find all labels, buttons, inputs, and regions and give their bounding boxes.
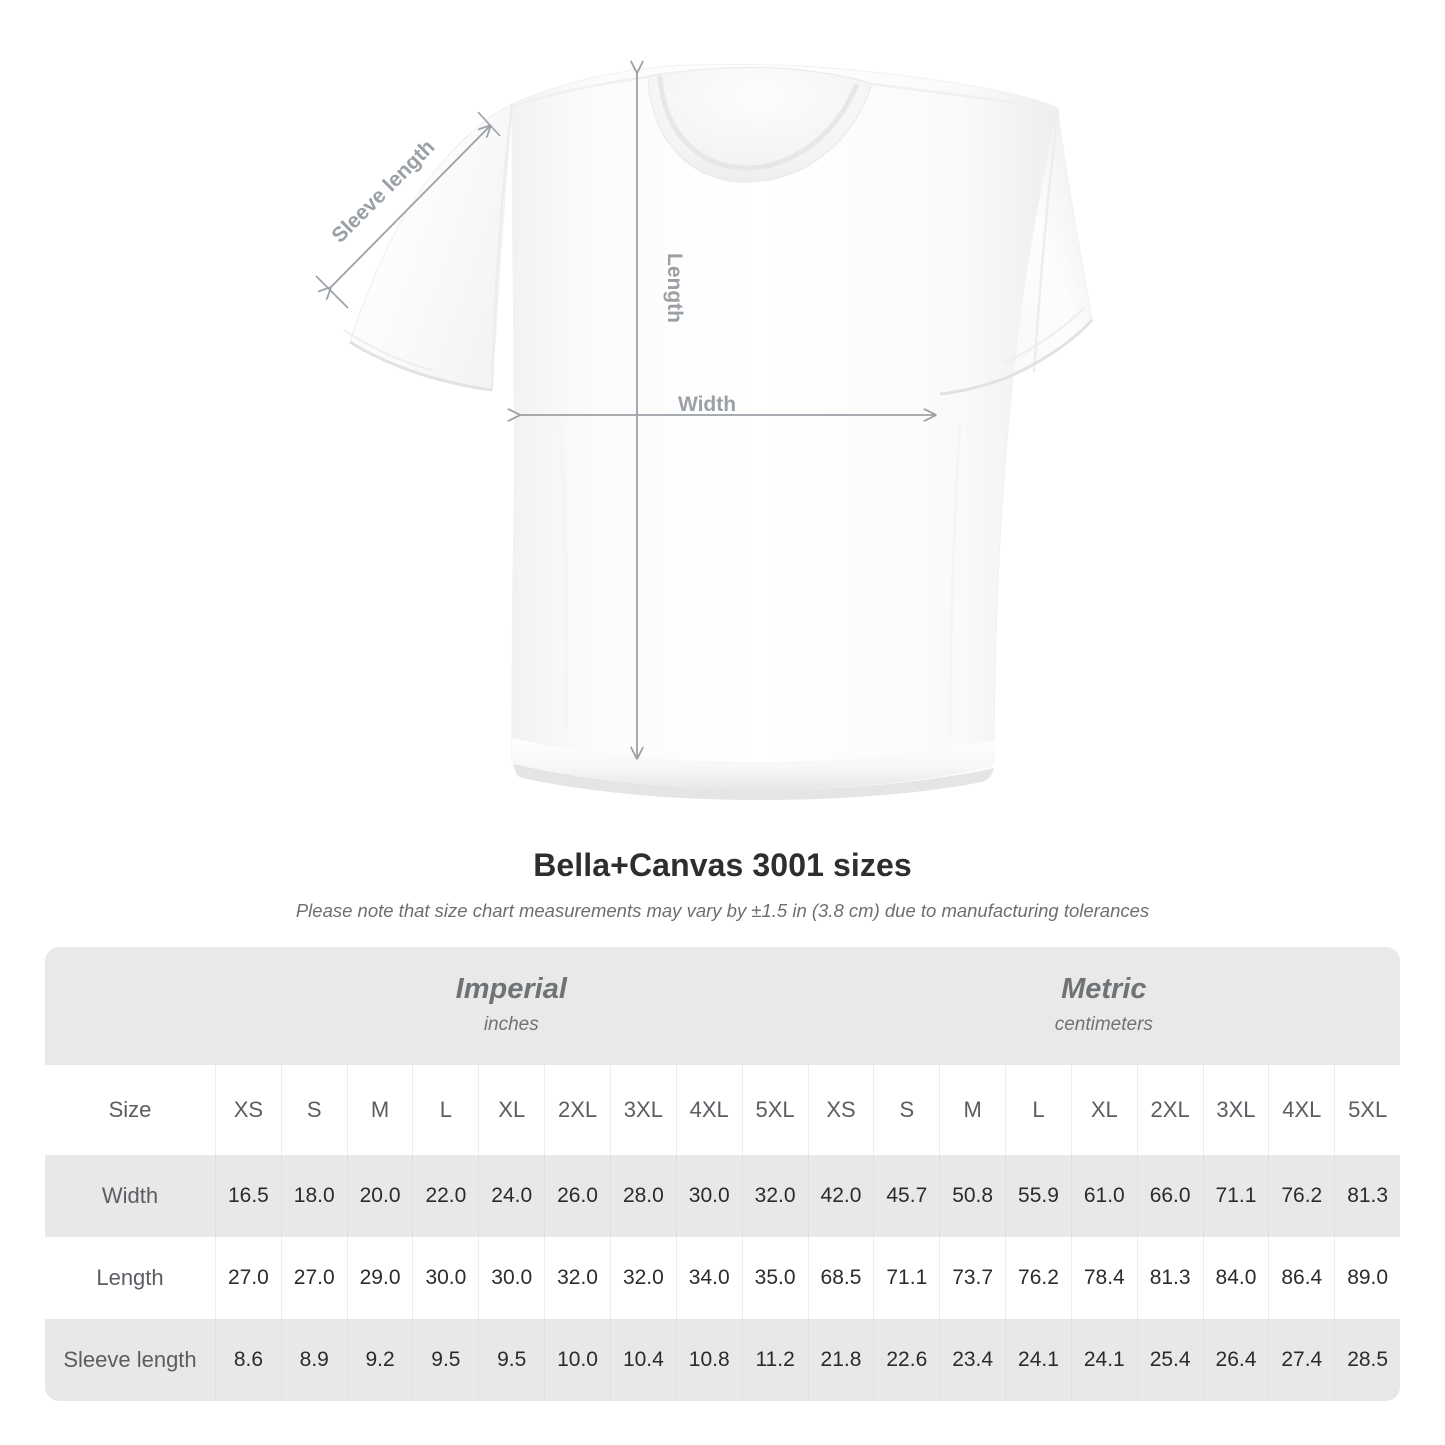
row-label-length: Length [45,1237,215,1319]
header-size-xs-metric: XS [807,1065,874,1155]
cell-length-metric-4xl: 86.4 [1268,1237,1335,1319]
cell-width-metric-4xl: 76.2 [1268,1155,1335,1237]
header-size-m-imperial: M [346,1065,413,1155]
cell-length-imperial-2xl: 32.0 [544,1237,610,1319]
cell-length-imperial-s: 27.0 [280,1237,347,1319]
cell-sleeve-length-metric-xs: 21.8 [807,1319,874,1401]
width-label: Width [678,393,736,416]
cell-width-metric-2xl: 66.0 [1136,1155,1203,1237]
tshirt-illustration: Sleeve length Length Width [315,0,1094,800]
cell-sleeve-length-metric-s: 22.6 [873,1319,940,1401]
tshirt-diagram: Sleeve length Length Width [315,0,1094,800]
header-size-3xl-metric: 3XL [1202,1065,1269,1155]
cell-length-metric-xs: 68.5 [807,1237,874,1319]
cell-sleeve-length-metric-l: 24.1 [1005,1319,1071,1401]
header-size-xs-imperial: XS [215,1065,281,1155]
cell-width-imperial-3xl: 28.0 [609,1155,676,1237]
cell-width-metric-xl: 61.0 [1070,1155,1137,1237]
header-size-2xl-imperial: 2XL [544,1065,610,1155]
cell-sleeve-length-metric-2xl: 25.4 [1136,1319,1203,1401]
table-row: Sleeve length 8.6 8.9 9.2 9.5 9.5 10.0 10.4 10.8… [45,1319,1401,1401]
cell-sleeve-length-metric-m: 23.4 [939,1319,1006,1401]
cell-width-imperial-2xl: 26.0 [544,1155,610,1237]
cell-length-metric-l: 76.2 [1005,1237,1071,1319]
unit-group-subtitle: centimeters [1054,1014,1153,1035]
cell-width-imperial-m: 20.0 [346,1155,413,1237]
header-size-l-imperial: L [412,1065,479,1155]
cell-length-imperial-m: 29.0 [346,1237,413,1319]
cell-length-imperial-5xl: 35.0 [741,1237,808,1319]
table-row: Width 16.5 18.0 20.0 22.0 24.0 26.0 28.0 30.0 32.… [45,1155,1401,1237]
header-size-2xl-metric: 2XL [1136,1065,1203,1155]
cell-sleeve-length-imperial-l: 9.5 [412,1319,479,1401]
unit-group-name: Metric [1061,973,1147,1005]
cell-width-imperial-5xl: 32.0 [741,1155,808,1237]
header-size-s-metric: S [873,1065,940,1155]
cell-sleeve-length-imperial-s: 8.9 [280,1319,347,1401]
header-size-4xl-imperial: 4XL [675,1065,742,1155]
cell-width-imperial-l: 22.0 [412,1155,479,1237]
header-size-m-metric: M [939,1065,1006,1155]
length-label: Length [663,253,686,323]
cell-length-imperial-xs: 27.0 [215,1237,281,1319]
cell-sleeve-length-imperial-xl: 9.5 [478,1319,545,1401]
cell-sleeve-length-imperial-5xl: 11.2 [741,1319,808,1401]
unit-group-row: Imperial inches Metric centimeters [45,947,1401,1065]
cell-width-imperial-xs: 16.5 [215,1155,281,1237]
title-block: Bella+Canvas 3001 sizes Please note that… [0,845,1445,923]
cell-length-metric-m: 73.7 [939,1237,1006,1319]
cell-width-metric-3xl: 71.1 [1202,1155,1269,1237]
header-size-s-imperial: S [280,1065,347,1155]
cell-sleeve-length-imperial-m: 9.2 [346,1319,413,1401]
size-chart-table-wrapper: Imperial inches Metric centimeters Size XS S M L… [45,947,1401,1401]
unit-group-subtitle: inches [483,1014,539,1035]
cell-width-metric-l: 55.9 [1005,1155,1071,1237]
cell-sleeve-length-metric-5xl: 28.5 [1334,1319,1401,1401]
cell-length-metric-xl: 78.4 [1070,1237,1137,1319]
cell-length-metric-s: 71.1 [873,1237,940,1319]
header-size-3xl-imperial: 3XL [609,1065,676,1155]
cell-width-imperial-xl: 24.0 [478,1155,545,1237]
cell-sleeve-length-metric-xl: 24.1 [1070,1319,1137,1401]
cell-width-metric-m: 50.8 [939,1155,1006,1237]
header-size-xl-metric: XL [1070,1065,1137,1155]
header-size-l-metric: L [1005,1065,1071,1155]
unit-group-metric: Metric centimeters [807,947,1401,1065]
header-size-4xl-metric: 4XL [1268,1065,1335,1155]
header-size-5xl-imperial: 5XL [741,1065,808,1155]
row-label-width: Width [45,1155,215,1237]
size-chart-table: Imperial inches Metric centimeters Size XS S M L… [45,947,1401,1401]
header-size-xl-imperial: XL [478,1065,545,1155]
cell-sleeve-length-imperial-xs: 8.6 [215,1319,281,1401]
cell-width-metric-s: 45.7 [873,1155,940,1237]
cell-length-metric-5xl: 89.0 [1334,1237,1401,1319]
cell-width-metric-xs: 42.0 [807,1155,874,1237]
cell-length-metric-2xl: 81.3 [1136,1237,1203,1319]
row-label-sleeve-length: Sleeve length [45,1319,215,1401]
cell-width-metric-5xl: 81.3 [1334,1155,1401,1237]
cell-sleeve-length-imperial-4xl: 10.8 [675,1319,742,1401]
cell-sleeve-length-metric-3xl: 26.4 [1202,1319,1269,1401]
cell-length-imperial-4xl: 34.0 [675,1237,742,1319]
cell-sleeve-length-imperial-3xl: 10.4 [609,1319,676,1401]
table-row: Length 27.0 27.0 29.0 30.0 30.0 32.0 32.0 34.0 35… [45,1237,1401,1319]
table-header-row: Size XS S M L XL 2XL 3XL 4XL 5XL XS S M L XL 2XL 3XL 4XL 5… [45,1065,1401,1155]
cell-sleeve-length-metric-4xl: 27.4 [1268,1319,1335,1401]
cell-length-imperial-l: 30.0 [412,1237,479,1319]
header-size-5xl-metric: 5XL [1334,1065,1401,1155]
cell-length-metric-3xl: 84.0 [1202,1237,1269,1319]
cell-length-imperial-xl: 30.0 [478,1237,545,1319]
tshirt-body-shape [343,64,1094,800]
unit-group-imperial: Imperial inches [215,947,808,1065]
width-annotation: Width [519,393,935,416]
tolerance-note: Please note that size chart measurements… [295,900,1150,921]
page-title: Bella+Canvas 3001 sizes [533,847,912,883]
cell-width-imperial-s: 18.0 [280,1155,347,1237]
header-size-label: Size [45,1065,215,1155]
unit-row-corner [45,947,215,1065]
unit-group-name: Imperial [455,973,567,1005]
cell-length-imperial-3xl: 32.0 [609,1237,676,1319]
cell-width-imperial-4xl: 30.0 [675,1155,742,1237]
cell-sleeve-length-imperial-2xl: 10.0 [544,1319,610,1401]
